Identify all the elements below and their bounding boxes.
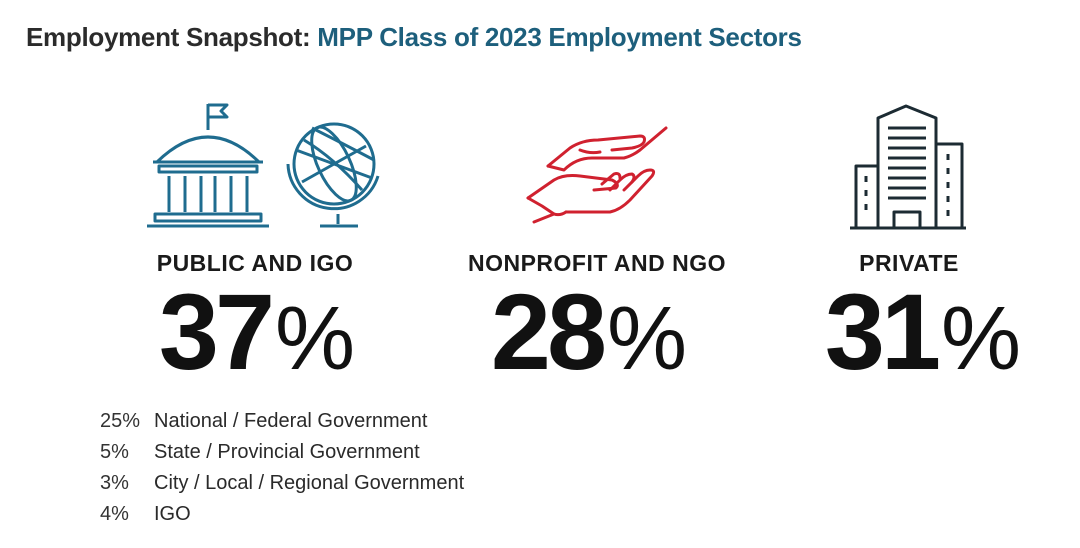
list-item: 25% National / Federal Government <box>100 406 464 437</box>
title-accent: MPP Class of 2023 Employment Sectors <box>317 22 802 52</box>
sector-pct-sign: % <box>607 289 688 389</box>
office-building-icon <box>850 104 966 230</box>
breakdown-label: National / Federal Government <box>154 410 428 432</box>
sector-label-private: PRIVATE <box>859 250 959 276</box>
sector-label-public: PUBLIC AND IGO <box>156 250 354 276</box>
breakdown-label: State / Provincial Government <box>154 441 420 463</box>
sector-pct-number: 28 <box>490 271 607 392</box>
public-breakdown-list: 25% National / Federal Government 5% Sta… <box>100 406 464 530</box>
sector-value-public: 37% <box>159 278 355 386</box>
sector-value-private: 31% <box>825 278 1021 386</box>
breakdown-label: City / Local / Regional Government <box>154 472 465 494</box>
page-title: Employment Snapshot: MPP Class of 2023 E… <box>26 22 802 53</box>
globe-icon <box>286 122 380 228</box>
breakdown-label: IGO <box>154 503 191 525</box>
breakdown-pct: 5% <box>100 441 129 463</box>
sector-pct-sign: % <box>941 289 1022 389</box>
breakdown-pct: 4% <box>100 503 129 525</box>
list-item: 4% IGO <box>100 499 464 530</box>
sector-label-nonprofit: NONPROFIT AND NGO <box>467 250 727 276</box>
capitol-icon <box>147 103 269 228</box>
list-item: 3% City / Local / Regional Government <box>100 468 464 499</box>
sector-pct-sign: % <box>275 289 356 389</box>
title-prefix: Employment Snapshot: <box>26 22 311 52</box>
breakdown-pct: 25% <box>100 410 141 432</box>
sector-pct-number: 31 <box>824 271 941 392</box>
sector-value-nonprofit: 28% <box>491 278 687 386</box>
helping-hands-icon <box>526 126 668 224</box>
sector-pct-number: 37 <box>158 271 275 392</box>
breakdown-pct: 3% <box>100 472 129 494</box>
list-item: 5% State / Provincial Government <box>100 437 464 468</box>
